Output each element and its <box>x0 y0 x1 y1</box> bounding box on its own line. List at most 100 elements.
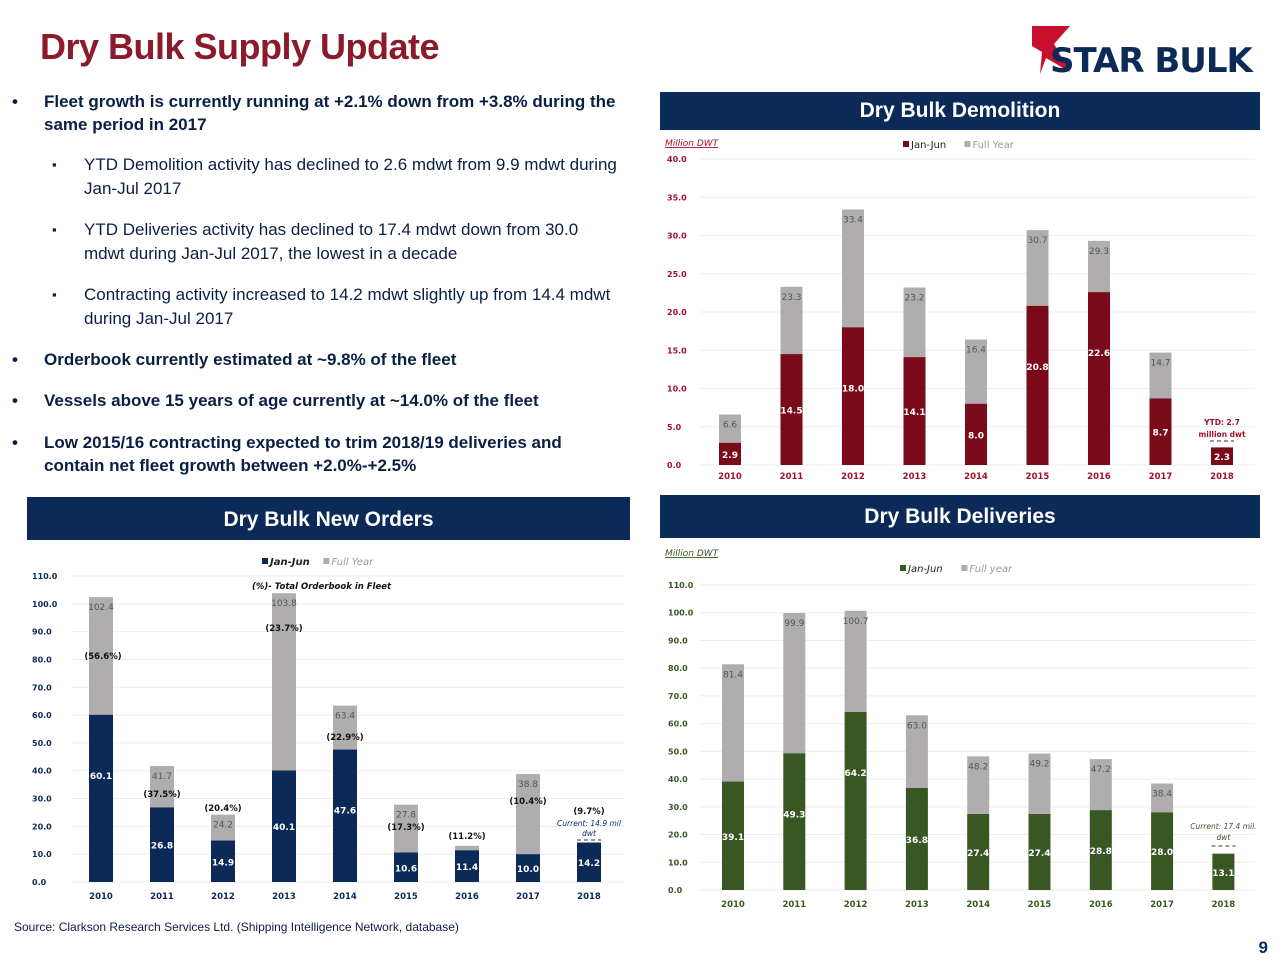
bar-label-full-year: 30.7 <box>1027 236 1047 246</box>
bar-label-jan-jun: 27.4 <box>1028 849 1050 859</box>
y-tick-label: 10.0 <box>32 850 52 859</box>
bar-label-jan-jun: 39.1 <box>722 833 744 843</box>
bar-full-year <box>783 613 806 754</box>
bar-label-full-year: 23.2 <box>904 294 924 304</box>
x-tick-label: 2014 <box>966 900 990 910</box>
bar-label-full-year: 81.4 <box>723 670 743 680</box>
bar-jan-jun <box>842 327 864 465</box>
x-tick-label: 2018 <box>1210 472 1234 482</box>
bar-full-year <box>516 774 540 855</box>
annotation-line: Current: 14.9 mil <box>557 819 622 828</box>
bar-label-jan-jun: 8.7 <box>1153 429 1169 439</box>
bar-label-full-year: 63.0 <box>907 721 927 731</box>
bar-full-year <box>211 814 235 841</box>
orderbook-pct-label: (17.3%) <box>387 823 424 833</box>
orderbook-pct-label: (20.4%) <box>204 804 241 814</box>
bar-label-full-year: 48.2 <box>968 762 988 772</box>
bar-full-year <box>842 209 864 328</box>
legend-label: Full Year <box>331 557 374 568</box>
bar-jan-jun <box>780 354 803 465</box>
x-tick-label: 2010 <box>718 472 742 482</box>
bar-label-jan-jun: 26.8 <box>151 842 173 852</box>
bar-label-jan-jun: 28.0 <box>1151 848 1173 858</box>
bar-label-jan-jun: 10.6 <box>395 864 417 874</box>
bar-label-full-year: 49.2 <box>1029 760 1049 770</box>
unit-label: Million DWT <box>665 139 720 149</box>
bar-label-full-year: 29.3 <box>1089 247 1109 257</box>
y-tick-label: 100.0 <box>32 600 58 609</box>
bar-label-full-year: 27.8 <box>396 811 416 821</box>
y-tick-label: 0.0 <box>667 461 682 470</box>
x-tick-label: 2013 <box>272 892 296 902</box>
bar-label-full-year: 24.2 <box>213 821 233 831</box>
bar-full-year <box>965 339 987 404</box>
page-number: 9 <box>1258 938 1268 957</box>
bullet-contracting-outlook: Low 2015/16 contracting expected to trim… <box>12 431 604 477</box>
subbullet-demolition: YTD Demolition activity has declined to … <box>52 153 624 201</box>
x-tick-label: 2016 <box>455 892 479 902</box>
star-icon <box>1032 26 1070 74</box>
bar-jan-jun <box>455 850 479 882</box>
legend-swatch <box>964 141 971 147</box>
legend-swatch <box>262 558 268 564</box>
bar-label-full-year: 47.2 <box>1091 765 1111 775</box>
bar-full-year <box>1151 783 1174 813</box>
bar-label-jan-jun: 36.8 <box>906 836 928 846</box>
x-tick-label: 2016 <box>1089 900 1113 910</box>
bar-jan-jun <box>967 814 990 890</box>
bar-label-jan-jun: 14.5 <box>780 407 802 417</box>
x-tick-label: 2015 <box>1026 472 1050 482</box>
bar-jan-jun <box>1089 810 1112 890</box>
bar-jan-jun <box>1088 292 1110 465</box>
bar-full-year <box>905 715 928 788</box>
subbullet-deliveries: YTD Deliveries activity has declined to … <box>52 218 614 266</box>
y-tick-label: 110.0 <box>32 572 58 581</box>
y-tick-label: 10.0 <box>668 858 688 867</box>
annotation-line: dwt <box>582 829 597 838</box>
x-tick-label: 2011 <box>150 892 174 902</box>
bar-full-year <box>967 756 990 815</box>
bar-full-year <box>1088 240 1110 293</box>
bar-label-full-year: 23.3 <box>781 293 801 303</box>
y-tick-label: 100.0 <box>668 609 694 618</box>
orderbook-pct-label: (22.9%) <box>326 733 363 743</box>
x-tick-label: 2016 <box>1087 472 1111 482</box>
bar-jan-jun <box>1028 814 1051 890</box>
bar-label-full-year: 100.7 <box>843 617 869 627</box>
y-tick-label: 110.0 <box>668 581 694 590</box>
bar-jan-jun <box>1211 447 1233 465</box>
x-tick-label: 2011 <box>780 472 804 482</box>
demolition-header: Dry Bulk Demolition <box>660 92 1260 130</box>
bar-label-full-year: 103.8 <box>271 599 297 609</box>
bar-label-jan-jun: 14.2 <box>578 859 600 869</box>
y-tick-label: 25.0 <box>667 270 687 279</box>
x-tick-label: 2017 <box>516 892 540 902</box>
bar-jan-jun <box>722 781 744 890</box>
x-tick-label: 2018 <box>1212 900 1236 910</box>
orderbook-pct-label: (56.6%) <box>84 652 121 662</box>
bar-label-jan-jun: 28.8 <box>1090 847 1112 857</box>
bar-full-year <box>1028 753 1051 815</box>
bar-full-year <box>722 664 744 782</box>
x-tick-label: 2012 <box>211 892 235 902</box>
deliveries-header: Dry Bulk Deliveries <box>660 495 1260 538</box>
bar-full-year <box>1149 352 1172 399</box>
y-tick-label: 60.0 <box>668 720 688 729</box>
legend-swatch <box>323 558 330 564</box>
bar-full-year <box>394 804 418 853</box>
y-tick-label: 70.0 <box>32 683 52 692</box>
orderbook-pct-label: (23.7%) <box>265 624 302 634</box>
y-tick-label: 40.0 <box>667 155 687 164</box>
bar-full-year <box>89 597 113 715</box>
annotation-line: Current: 17.4 mil. <box>1190 822 1256 831</box>
y-tick-label: 20.0 <box>32 822 52 831</box>
bar-jan-jun <box>1026 305 1049 465</box>
bar-jan-jun <box>577 842 601 882</box>
bar-label-full-year: 38.8 <box>518 780 538 790</box>
y-tick-label: 30.0 <box>668 803 688 812</box>
legend-label: Full year <box>969 564 1013 575</box>
bar-label-jan-jun: 14.1 <box>903 408 925 418</box>
bullet-vessel-age: Vessels above 15 years of age currently … <box>12 389 634 412</box>
